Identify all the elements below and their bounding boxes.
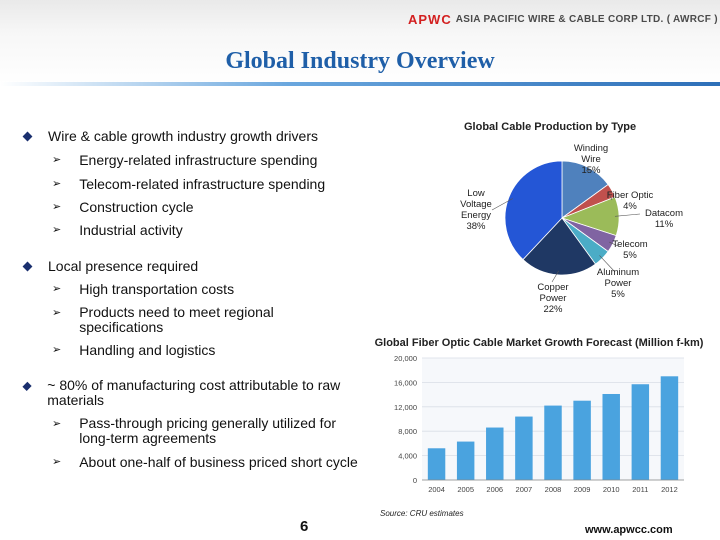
bar-y-tick-label: 20,000: [394, 354, 417, 363]
pie-label-pct: 5%: [623, 250, 637, 261]
sub-bullet-text: High transportation costs: [79, 281, 235, 297]
pie-slice-aluminum-power: [561, 217, 609, 265]
pie-label-datacom: Datacom 11%: [639, 208, 689, 230]
pie-label-text: Fiber Optic: [606, 190, 654, 201]
bar-x-tick-label: 2005: [457, 485, 474, 494]
pie-label-pct: 22%: [543, 304, 563, 315]
pie-label-pct: 5%: [611, 289, 625, 300]
pie-leader-line: [614, 213, 641, 217]
pie-label-text: Copper Power: [537, 282, 569, 304]
sub-bullet: ➢ Industrial activity: [52, 222, 183, 238]
diamond-bullet-icon: [22, 381, 32, 392]
pie-label-text: Low Voltage Energy: [460, 188, 492, 221]
arrow-bullet-icon: ➢: [52, 344, 62, 356]
bar-2007: [515, 416, 533, 480]
arrow-bullet-icon: ➢: [52, 201, 62, 213]
bar-2010: [602, 393, 620, 480]
bar-x-tick-label: 2009: [574, 485, 591, 494]
pie-label-pct: 38%: [466, 221, 486, 232]
pie-label-text: Datacom: [644, 208, 683, 219]
bar-2011: [631, 384, 650, 480]
sub-bullet: ➢ Construction cycle: [52, 199, 194, 215]
arrow-bullet-icon: ➢: [52, 154, 62, 166]
arrow-bullet-icon: ➢: [52, 283, 62, 295]
bar-chart-title: Global Fiber Optic Cable Market Growth F…: [374, 337, 704, 349]
pie-label-winding-wire: Winding Wire 15%: [571, 143, 611, 176]
bar-x-tick-label: 2011: [632, 485, 648, 494]
arrow-bullet-icon: ➢: [52, 307, 62, 319]
source-note: Source: CRU estimates: [380, 509, 464, 518]
bar-chart: 0 4,000 8,000 12,000 16,000 20,000 2004 2005 200…: [394, 354, 684, 494]
website-url: www.apwcc.com: [585, 524, 673, 536]
sub-bullet-text: About one-half of business priced short …: [79, 454, 358, 470]
page-title: Global Industry Overview: [225, 48, 495, 74]
header-stripe: [0, 82, 720, 86]
bullet-text: Wire & cable growth industry growth driv…: [48, 128, 318, 144]
pie-slice-low-voltage-energy: [504, 160, 563, 261]
sub-bullet-text: Telecom-related infrastructure spending: [79, 176, 326, 192]
sub-bullet-text: Pass-through pricing generally utilized …: [79, 415, 337, 446]
page-number: 6: [300, 518, 309, 535]
bar-x-tick-label: 2006: [486, 485, 503, 494]
bar-y-tick-label: 4,000: [398, 452, 417, 461]
bar-y-tick-label: 8,000: [398, 427, 417, 436]
company-logo: APWC ASIA PACIFIC WIRE & CABLE CORP LTD.…: [408, 12, 718, 27]
pie-label-copper-power: Copper Power 22%: [530, 282, 576, 315]
bar-x-tick-label: 2010: [603, 485, 620, 494]
arrow-bullet-icon: ➢: [52, 224, 62, 236]
pie-chart-title: Global Cable Production by Type: [464, 121, 637, 133]
sub-bullet: ➢ About one-half of business priced short…: [52, 454, 392, 470]
bar-2012: [660, 376, 679, 480]
bar-2004: [427, 448, 446, 480]
pie-label-fiber-optic: Fiber Optic 4%: [596, 190, 664, 212]
bar-2008: [544, 405, 562, 480]
bullet-text: Local presence required: [48, 258, 199, 274]
pie-label-text: Telecom: [612, 239, 648, 250]
bullet-raw-materials: ~ 80% of manufacturing cost attributable…: [22, 377, 364, 408]
pie-slice-copper-power: [522, 217, 597, 276]
pie-label-low-voltage-energy: Low Voltage Energy 38%: [454, 188, 498, 232]
bar-x-tick-label: 2007: [516, 485, 533, 494]
header-band: [0, 0, 720, 84]
pie-label-telecom: Telecom 5%: [605, 239, 655, 261]
arrow-bullet-icon: ➢: [52, 456, 62, 468]
sub-bullet: ➢ High transportation costs: [52, 281, 234, 297]
sub-bullet: ➢ Energy-related infrastructure spending: [52, 152, 317, 168]
diamond-bullet-icon: [22, 261, 33, 272]
sub-bullet-text: Energy-related infrastructure spending: [79, 152, 318, 168]
bullet-text: ~ 80% of manufacturing cost attributable…: [47, 377, 341, 408]
bar-2006: [486, 427, 504, 480]
pie-label-pct: 11%: [654, 219, 674, 230]
arrow-bullet-icon: ➢: [52, 418, 62, 430]
arrow-bullet-icon: ➢: [52, 178, 62, 190]
sub-bullet-text: Handling and logistics: [79, 342, 216, 358]
bar-y-tick-label: 12,000: [394, 403, 417, 412]
sub-bullet-text: Industrial activity: [79, 222, 183, 238]
logo-mark: APWC: [408, 12, 452, 27]
bar-x-tick-label: 2004: [428, 485, 445, 494]
company-name: ASIA PACIFIC WIRE & CABLE CORP LTD. ( AW…: [455, 14, 718, 25]
bar-2005: [456, 441, 475, 480]
bar-2009: [573, 400, 591, 480]
pie-label-pct: 15%: [581, 165, 601, 176]
diamond-bullet-icon: [22, 131, 33, 142]
pie-label-text: Winding Wire: [573, 143, 609, 165]
sub-bullet: ➢ Handling and logistics: [52, 342, 215, 358]
bar-x-tick-label: 2012: [661, 485, 678, 494]
sub-bullet-text: Products need to meet regional specifica…: [79, 304, 274, 335]
pie-label-pct: 4%: [623, 201, 637, 212]
bar-y-tick-label: 16,000: [394, 378, 417, 387]
bullet-growth-drivers: Wire & cable growth industry growth driv…: [22, 128, 318, 144]
sub-bullet: ➢ Products need to meet regional specific…: [52, 305, 288, 335]
pie-leader-line: [551, 270, 559, 283]
bullet-local-presence: Local presence required: [22, 258, 199, 274]
pie-label-aluminum-power: Aluminum Power 5%: [592, 267, 644, 300]
sub-bullet: ➢ Pass-through pricing generally utilized…: [52, 416, 352, 446]
bar-y-tick-label: 0: [413, 476, 417, 485]
sub-bullet: ➢ Telecom-related infrastructure spending: [52, 176, 325, 192]
pie-label-text: Aluminum Power: [596, 267, 640, 289]
bar-x-tick-label: 2008: [545, 485, 562, 494]
sub-bullet-text: Construction cycle: [79, 199, 194, 215]
